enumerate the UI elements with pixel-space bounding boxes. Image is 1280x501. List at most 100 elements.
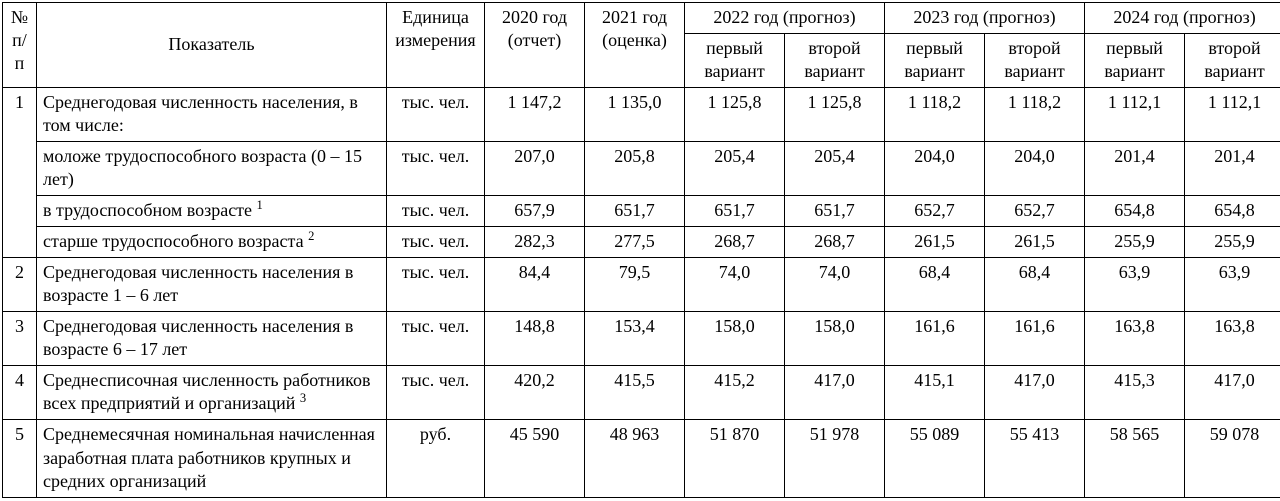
col-header-2022-v1: первыйвариант (685, 34, 785, 88)
value-cell: 79,5 (585, 258, 685, 312)
table-row: 3Среднегодовая численность населения в в… (3, 312, 1280, 366)
row-index: 5 (3, 420, 37, 497)
value-cell: 55 089 (885, 420, 985, 497)
col-header-2022-v2: второйвариант (785, 34, 885, 88)
value-cell: 651,7 (685, 196, 785, 227)
col-header-number: №п/п (3, 3, 37, 88)
demographics-forecast-table: №п/п Показатель Единицаизмерения 2020 го… (2, 2, 1280, 498)
value-cell: 1 118,2 (985, 88, 1085, 142)
indicator-cell: моложе трудоспособного возраста (0 – 15 … (37, 142, 387, 196)
value-cell: 205,4 (785, 142, 885, 196)
table-row: в трудоспособном возрасте 1тыс. чел.657,… (3, 196, 1280, 227)
unit-cell: тыс. чел. (387, 227, 485, 258)
col-header-2023-v1: первыйвариант (885, 34, 985, 88)
value-cell: 58 565 (1085, 420, 1185, 497)
value-cell: 55 413 (985, 420, 1085, 497)
value-cell: 277,5 (585, 227, 685, 258)
value-cell: 417,0 (785, 366, 885, 420)
table-body: 1Среднегодовая численность населения, в … (3, 88, 1280, 497)
value-cell: 158,0 (685, 312, 785, 366)
value-cell: 68,4 (985, 258, 1085, 312)
value-cell: 255,9 (1185, 227, 1280, 258)
indicator-cell: Среднегодовая численность населения в во… (37, 258, 387, 312)
col-header-2024-v2: второйвариант (1185, 34, 1280, 88)
value-cell: 163,8 (1185, 312, 1280, 366)
value-cell: 153,4 (585, 312, 685, 366)
unit-cell: тыс. чел. (387, 88, 485, 142)
unit-cell: тыс. чел. (387, 142, 485, 196)
value-cell: 415,5 (585, 366, 685, 420)
value-cell: 268,7 (685, 227, 785, 258)
value-cell: 201,4 (1085, 142, 1185, 196)
value-cell: 163,8 (1085, 312, 1185, 366)
value-cell: 651,7 (785, 196, 885, 227)
table-row: 5Среднемесячная номинальная начисленная … (3, 420, 1280, 497)
value-cell: 68,4 (885, 258, 985, 312)
col-header-indicator: Показатель (37, 3, 387, 88)
value-cell: 255,9 (1085, 227, 1185, 258)
unit-cell: тыс. чел. (387, 312, 485, 366)
value-cell: 417,0 (985, 366, 1085, 420)
col-header-2020: 2020 год(отчет) (485, 3, 585, 88)
value-cell: 652,7 (985, 196, 1085, 227)
table-header: №п/п Показатель Единицаизмерения 2020 го… (3, 3, 1280, 88)
value-cell: 415,3 (1085, 366, 1185, 420)
value-cell: 74,0 (685, 258, 785, 312)
col-header-2023-v2: второйвариант (985, 34, 1085, 88)
value-cell: 651,7 (585, 196, 685, 227)
value-cell: 654,8 (1185, 196, 1280, 227)
indicator-cell: Среднегодовая численность населения, в т… (37, 88, 387, 142)
value-cell: 261,5 (985, 227, 1085, 258)
value-cell: 161,6 (985, 312, 1085, 366)
value-cell: 415,1 (885, 366, 985, 420)
value-cell: 74,0 (785, 258, 885, 312)
unit-cell: тыс. чел. (387, 366, 485, 420)
unit-cell: руб. (387, 420, 485, 497)
indicator-cell: в трудоспособном возрасте 1 (37, 196, 387, 227)
value-cell: 148,8 (485, 312, 585, 366)
value-cell: 1 112,1 (1085, 88, 1185, 142)
value-cell: 417,0 (1185, 366, 1280, 420)
table-row: моложе трудоспособного возраста (0 – 15 … (3, 142, 1280, 196)
value-cell: 51 978 (785, 420, 885, 497)
value-cell: 207,0 (485, 142, 585, 196)
unit-cell: тыс. чел. (387, 196, 485, 227)
table-row: старше трудоспособного возраста 2тыс. че… (3, 227, 1280, 258)
value-cell: 201,4 (1185, 142, 1280, 196)
value-cell: 1 125,8 (785, 88, 885, 142)
value-cell: 420,2 (485, 366, 585, 420)
value-cell: 84,4 (485, 258, 585, 312)
row-index: 3 (3, 312, 37, 366)
value-cell: 261,5 (885, 227, 985, 258)
value-cell: 51 870 (685, 420, 785, 497)
value-cell: 204,0 (985, 142, 1085, 196)
row-index: 2 (3, 258, 37, 312)
value-cell: 1 147,2 (485, 88, 585, 142)
row-index: 1 (3, 88, 37, 258)
value-cell: 282,3 (485, 227, 585, 258)
col-header-group-2022: 2022 год (прогноз) (685, 3, 885, 34)
value-cell: 652,7 (885, 196, 985, 227)
value-cell: 205,8 (585, 142, 685, 196)
value-cell: 1 125,8 (685, 88, 785, 142)
value-cell: 48 963 (585, 420, 685, 497)
indicator-cell: старше трудоспособного возраста 2 (37, 227, 387, 258)
value-cell: 204,0 (885, 142, 985, 196)
value-cell: 45 590 (485, 420, 585, 497)
col-header-2024-v1: первыйвариант (1085, 34, 1185, 88)
table-row: 4Среднесписочная численность работников … (3, 366, 1280, 420)
value-cell: 1 118,2 (885, 88, 985, 142)
table-row: 2Среднегодовая численность населения в в… (3, 258, 1280, 312)
row-index: 4 (3, 366, 37, 420)
indicator-cell: Среднемесячная номинальная начисленная з… (37, 420, 387, 497)
value-cell: 654,8 (1085, 196, 1185, 227)
value-cell: 1 135,0 (585, 88, 685, 142)
value-cell: 205,4 (685, 142, 785, 196)
indicator-cell: Среднесписочная численность работников в… (37, 366, 387, 420)
value-cell: 63,9 (1185, 258, 1280, 312)
value-cell: 1 112,1 (1185, 88, 1280, 142)
table-row: 1Среднегодовая численность населения, в … (3, 88, 1280, 142)
value-cell: 158,0 (785, 312, 885, 366)
value-cell: 63,9 (1085, 258, 1185, 312)
col-header-group-2023: 2023 год (прогноз) (885, 3, 1085, 34)
